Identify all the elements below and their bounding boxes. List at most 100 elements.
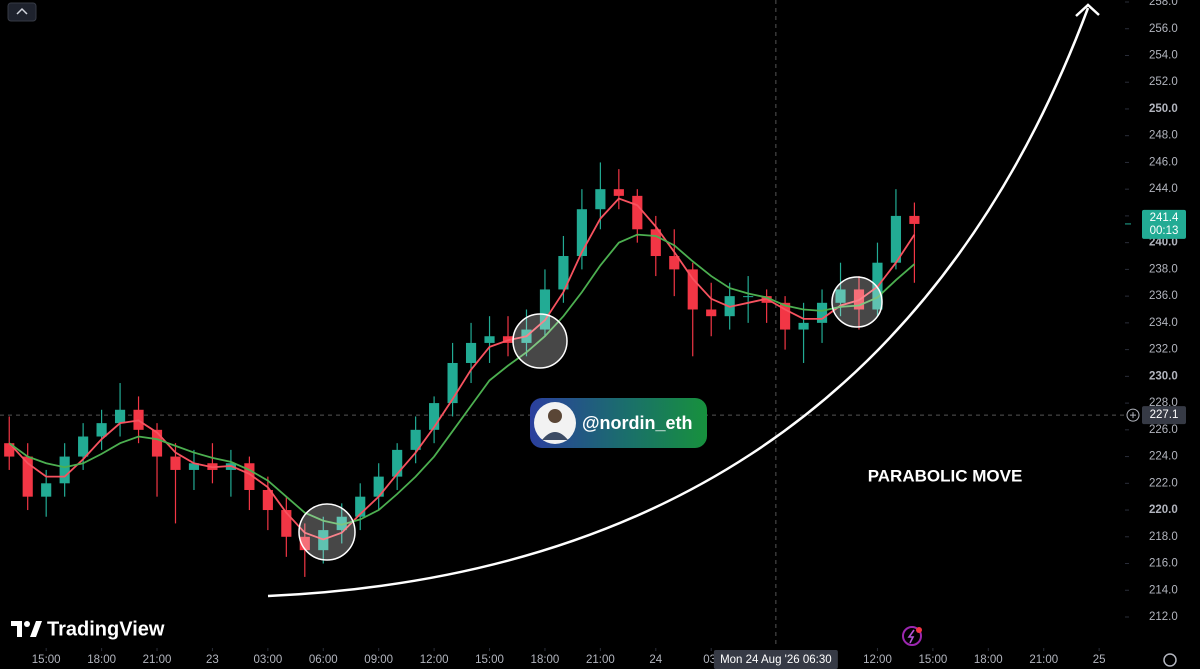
candle-body xyxy=(576,209,587,257)
candle-body xyxy=(484,336,495,343)
x-tick-label: 15:00 xyxy=(32,654,61,666)
crosshair-x-box xyxy=(713,650,838,669)
y-tick-label: 244.0 xyxy=(1149,183,1178,195)
y-tick-label: 212.0 xyxy=(1149,611,1178,623)
y-tick-label: 250.0 xyxy=(1149,103,1178,115)
highlight-circle xyxy=(831,276,883,328)
y-tick-label: 236.0 xyxy=(1149,290,1178,302)
moving-average xyxy=(8,233,915,526)
button-box xyxy=(7,2,37,22)
candle-body xyxy=(429,403,440,430)
arrow-head xyxy=(1075,3,1100,17)
collapse-button[interactable] xyxy=(7,2,37,22)
candle-body xyxy=(687,269,698,310)
x-tick-label: 09:00 xyxy=(364,654,393,666)
marks-layer xyxy=(4,162,920,577)
y-tick-label: 214.0 xyxy=(1149,584,1178,596)
candle-body xyxy=(613,189,624,196)
candle-body xyxy=(59,456,70,484)
candle-body xyxy=(281,510,292,537)
candle-body xyxy=(650,229,661,257)
candle-body xyxy=(188,463,200,470)
y-tick-label: 216.0 xyxy=(1149,558,1178,570)
y-tick-label: 248.0 xyxy=(1149,130,1178,142)
settings-icon[interactable] xyxy=(1163,653,1177,667)
y-tick-label: 256.0 xyxy=(1149,23,1178,35)
candle-body xyxy=(22,456,33,497)
y-tick-label: 222.0 xyxy=(1149,477,1178,489)
crosshair-x-label: Mon 24 Aug '26 06:30 xyxy=(720,654,832,666)
x-tick-label: 21:00 xyxy=(1029,654,1058,666)
moving-average xyxy=(8,197,916,541)
candle-body xyxy=(78,436,89,457)
x-tick-label: 06:00 xyxy=(309,654,338,666)
candle-body xyxy=(41,483,52,497)
candle-body xyxy=(392,449,403,477)
candle-body xyxy=(447,362,458,404)
crosshair-plus[interactable] xyxy=(1126,408,1140,422)
highlight-circle xyxy=(512,313,568,369)
candle-body xyxy=(170,456,181,470)
candle-body xyxy=(798,322,809,330)
candle-body xyxy=(816,302,828,323)
logo: TradingView xyxy=(11,618,165,640)
candle-body xyxy=(595,189,606,210)
candle-body xyxy=(706,309,717,317)
candle-body xyxy=(336,516,347,531)
candle-body xyxy=(669,256,680,270)
x-tick-label: 24 xyxy=(649,654,662,666)
candle-body xyxy=(632,195,643,230)
button-icon xyxy=(16,7,28,15)
candle-body xyxy=(96,423,107,437)
y-tick-label: 226.0 xyxy=(1149,424,1178,436)
x-tick-label: 15:00 xyxy=(918,654,947,666)
x-tick-label: 18:00 xyxy=(531,654,560,666)
candle-body xyxy=(410,429,421,450)
avatar-body xyxy=(542,432,568,440)
x-tick-label: 25 xyxy=(1093,654,1106,666)
x-tick-label: 21:00 xyxy=(586,654,615,666)
y-tick-label: 220.0 xyxy=(1149,504,1178,516)
candle-body xyxy=(539,289,551,330)
logo-icon xyxy=(24,621,30,627)
logo-icon xyxy=(11,621,22,637)
candle-body xyxy=(835,289,846,303)
y-tick-label: 234.0 xyxy=(1149,317,1178,329)
candle-body xyxy=(373,476,384,497)
x-tick-label: 21:00 xyxy=(143,654,172,666)
y-tick-label: 246.0 xyxy=(1149,156,1178,168)
candle-body xyxy=(4,443,15,457)
badge-background xyxy=(530,398,707,448)
icon-bolt xyxy=(907,629,915,644)
last-price-label: 241.4 xyxy=(1150,212,1179,224)
annotation: PARABOLIC MOVE xyxy=(868,466,1023,485)
candle-body xyxy=(465,342,477,363)
candle-body xyxy=(299,536,310,551)
y-tick-label: 232.0 xyxy=(1149,344,1178,356)
x-tick-label: 15:00 xyxy=(475,654,504,666)
avatar-head xyxy=(548,409,562,423)
axis-layer: 212.0 214.0 216.0 218.0 220.0 222.0 224.0 226.0… xyxy=(32,0,1186,669)
badge[interactable]: @nordin_eth xyxy=(530,398,707,448)
icon-ring xyxy=(902,626,922,646)
y-tick-label: 230.0 xyxy=(1149,370,1178,382)
last-price-box xyxy=(1142,209,1186,239)
alert-icon[interactable] xyxy=(902,626,922,646)
crosshair-y-box xyxy=(1142,406,1186,425)
x-tick-label: 18:00 xyxy=(974,654,1003,666)
y-tick-label: 258.0 xyxy=(1149,0,1178,8)
candle-body xyxy=(780,302,791,330)
candle-body xyxy=(151,429,163,457)
y-tick-label: 224.0 xyxy=(1149,451,1178,463)
countdown-label: 00:13 xyxy=(1150,225,1179,237)
candle-body xyxy=(262,489,273,511)
candle-body xyxy=(743,296,754,298)
y-tick-label: 228.0 xyxy=(1149,397,1178,409)
y-tick-label: 238.0 xyxy=(1149,263,1178,275)
candle-body xyxy=(890,215,902,263)
y-tick-label: 218.0 xyxy=(1149,531,1178,543)
crosshair-y-label: 227.1 xyxy=(1150,409,1179,421)
candle-body xyxy=(244,463,255,490)
